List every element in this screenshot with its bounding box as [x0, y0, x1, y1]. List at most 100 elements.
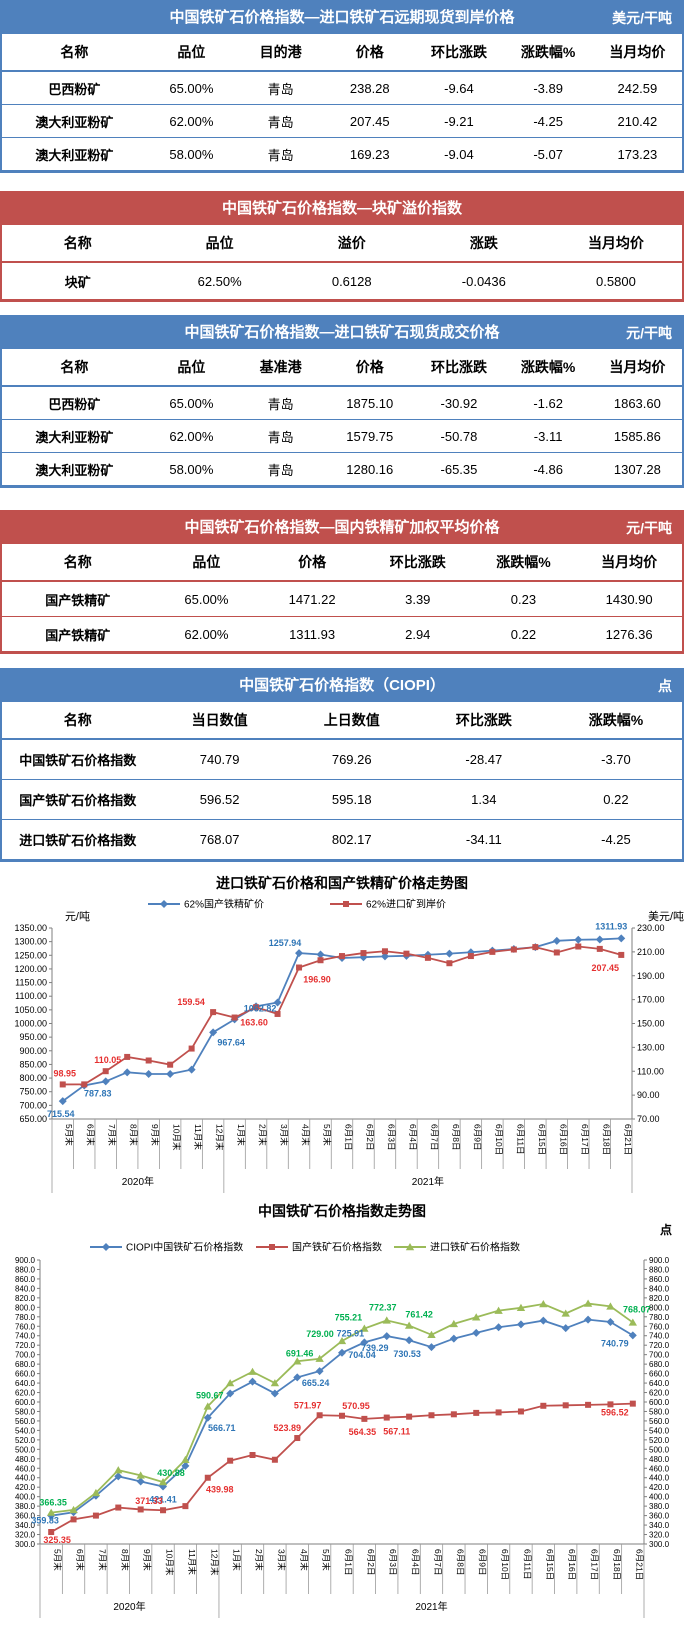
svg-text:8月末: 8月末 — [129, 1124, 139, 1146]
table-title-bar: 中国铁矿石价格指数—国内铁精矿加权平均价格 元/干吨 — [2, 512, 682, 544]
svg-text:480.0: 480.0 — [649, 1455, 670, 1464]
value-cell: 青岛 — [235, 452, 326, 485]
svg-text:190.00: 190.00 — [637, 971, 665, 981]
svg-text:440.0: 440.0 — [649, 1474, 670, 1483]
svg-text:800.00: 800.00 — [19, 1073, 47, 1083]
svg-text:580.0: 580.0 — [649, 1407, 670, 1416]
svg-text:900.00: 900.00 — [19, 1046, 47, 1056]
svg-text:2021年: 2021年 — [415, 1600, 447, 1613]
value-cell: 3.39 — [364, 581, 471, 617]
svg-text:12月末: 12月末 — [215, 1124, 225, 1151]
svg-text:159.54: 159.54 — [177, 997, 205, 1007]
svg-text:880.0: 880.0 — [15, 1265, 36, 1274]
svg-text:540.0: 540.0 — [15, 1426, 36, 1435]
value-cell: 173.23 — [592, 137, 682, 170]
value-cell: 0.5800 — [549, 262, 682, 299]
svg-text:8月末: 8月末 — [120, 1549, 130, 1571]
value-cell: -3.70 — [549, 739, 682, 780]
svg-text:729.00: 729.00 — [306, 1329, 334, 1339]
table-title: 中国铁矿石价格指数（CIOPI） — [239, 677, 445, 694]
svg-text:400.0: 400.0 — [649, 1493, 670, 1502]
svg-text:9月末: 9月末 — [142, 1549, 152, 1571]
table-unit: 美元/干吨 — [612, 10, 672, 26]
svg-text:760.0: 760.0 — [15, 1322, 36, 1331]
column-header: 溢价 — [285, 225, 418, 263]
value-cell: -28.47 — [417, 739, 550, 780]
value-cell: 青岛 — [235, 104, 326, 138]
table-row: 进口铁矿石价格指数 768.07 802.17 -34.11 -4.25 — [2, 819, 682, 859]
column-header: 涨跌幅% — [503, 34, 593, 72]
svg-text:780.0: 780.0 — [649, 1313, 670, 1322]
row-name-cell: 进口铁矿石价格指数 — [2, 819, 154, 859]
svg-text:6月4日: 6月4日 — [408, 1124, 418, 1150]
svg-text:715.54: 715.54 — [47, 1109, 75, 1119]
svg-text:500.0: 500.0 — [15, 1445, 36, 1454]
svg-text:700.00: 700.00 — [19, 1100, 47, 1110]
value-cell: 1307.28 — [592, 452, 682, 485]
svg-text:110.05: 110.05 — [94, 1055, 121, 1065]
value-cell: -5.07 — [503, 137, 593, 170]
table-unit: 元/干吨 — [626, 325, 672, 341]
svg-text:70.00: 70.00 — [637, 1114, 660, 1124]
value-cell: 1.34 — [417, 779, 550, 820]
column-header: 名称 — [2, 34, 147, 72]
svg-text:420.0: 420.0 — [15, 1483, 36, 1492]
row-name-cell: 块矿 — [2, 262, 154, 299]
svg-text:进口铁矿石价格指数: 进口铁矿石价格指数 — [430, 1241, 520, 1254]
table-title-bar: 中国铁矿石价格指数（CIOPI） 点 — [2, 670, 682, 702]
svg-text:460.0: 460.0 — [649, 1464, 670, 1473]
table-domestic-concentrate-weighted-price: 中国铁矿石价格指数—国内铁精矿加权平均价格 元/干吨 名称 品位 价格 环比涨跌 涨跌幅… — [0, 510, 684, 654]
table-row: 块矿 62.50% 0.6128 -0.0436 0.5800 — [2, 262, 682, 299]
row-name-cell: 国产铁精矿 — [2, 616, 154, 651]
value-cell: 青岛 — [235, 71, 326, 105]
svg-text:768.07: 768.07 — [623, 1304, 651, 1314]
svg-text:1月末: 1月末 — [232, 1549, 242, 1571]
table-title: 中国铁矿石价格指数—块矿溢价指数 — [221, 200, 462, 217]
value-cell: -9.04 — [414, 137, 504, 170]
value-cell: -30.92 — [414, 386, 504, 420]
value-cell: -3.11 — [503, 419, 593, 453]
svg-text:720.0: 720.0 — [15, 1341, 36, 1350]
svg-text:730.53: 730.53 — [393, 1349, 421, 1359]
value-cell: 1875.10 — [325, 386, 415, 420]
svg-text:5月末: 5月末 — [53, 1549, 63, 1571]
price-trend-chart-figure: 进口铁矿石价格和国产铁精矿价格走势图 元/吨 美元/吨 62%国产铁精矿价 62%进口矿… — [0, 870, 684, 1200]
value-cell: 740.79 — [153, 739, 286, 780]
value-cell: 0.22 — [549, 779, 682, 820]
column-header: 涨跌幅% — [549, 702, 682, 740]
svg-text:6月3日: 6月3日 — [388, 1549, 398, 1575]
svg-text:739.29: 739.29 — [361, 1343, 389, 1353]
value-cell: 169.23 — [325, 137, 415, 170]
svg-text:美元/吨: 美元/吨 — [648, 910, 684, 923]
svg-text:中国铁矿石价格指数走势图: 中国铁矿石价格指数走势图 — [258, 1203, 426, 1219]
svg-text:371.33: 371.33 — [135, 1496, 163, 1506]
svg-text:600.0: 600.0 — [649, 1398, 670, 1407]
column-header: 价格 — [259, 544, 365, 582]
svg-text:340.0: 340.0 — [649, 1521, 670, 1530]
svg-text:570.95: 570.95 — [342, 1401, 370, 1411]
svg-text:620.0: 620.0 — [15, 1389, 36, 1398]
svg-text:2月末: 2月末 — [254, 1549, 264, 1571]
value-cell: -3.89 — [503, 71, 593, 105]
data-table: 名称 品位 溢价 涨跌 当月均价 块矿 62.50% 0.6128 -0.0436 0.5800 — [2, 225, 682, 299]
value-cell: 青岛 — [235, 137, 326, 170]
value-cell: -50.78 — [414, 419, 504, 453]
column-header: 价格 — [325, 349, 415, 387]
svg-text:480.0: 480.0 — [15, 1455, 36, 1464]
value-cell: 595.18 — [285, 779, 418, 820]
svg-text:7月末: 7月末 — [97, 1549, 107, 1571]
svg-text:6月8日: 6月8日 — [455, 1549, 465, 1575]
svg-text:460.0: 460.0 — [15, 1464, 36, 1473]
table-lump-premium-index: 中国铁矿石价格指数—块矿溢价指数 名称 品位 溢价 涨跌 当月均价 块矿 62.50% 0.6… — [0, 191, 684, 302]
svg-text:62%国产铁精矿价: 62%国产铁精矿价 — [184, 898, 264, 911]
table-header-row: 名称 当日数值 上日数值 环比涨跌 涨跌幅% — [2, 702, 682, 740]
svg-text:421.41: 421.41 — [149, 1495, 177, 1505]
column-header: 环比涨跌 — [417, 702, 550, 740]
column-header: 环比涨跌 — [414, 34, 504, 72]
value-cell: 62.00% — [146, 419, 236, 453]
svg-text:967.64: 967.64 — [217, 1037, 245, 1047]
svg-text:860.0: 860.0 — [649, 1275, 670, 1284]
svg-text:6月末: 6月末 — [86, 1124, 96, 1146]
